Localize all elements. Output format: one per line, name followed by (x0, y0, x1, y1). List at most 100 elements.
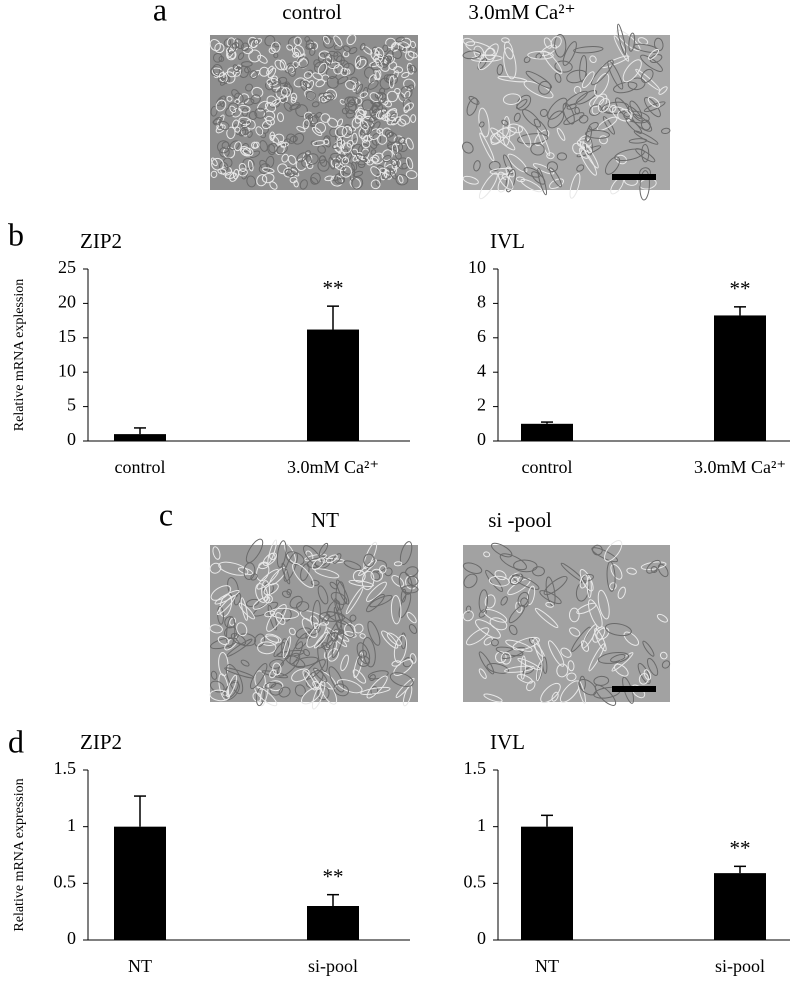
cell-texture (507, 153, 528, 173)
cell-texture (405, 137, 414, 150)
cell-texture (262, 552, 277, 566)
cell-texture (293, 36, 302, 46)
y-tick-label: 25 (58, 257, 76, 277)
cell-texture (503, 154, 514, 175)
cell-texture (301, 617, 318, 638)
cell-texture (359, 91, 368, 98)
cell-texture (626, 567, 637, 575)
cell-texture (367, 80, 379, 90)
cell-texture (378, 93, 387, 104)
cell-texture (276, 540, 287, 568)
cell-texture (243, 562, 256, 580)
cell-texture (352, 81, 361, 93)
cell-texture (287, 154, 297, 165)
cell-texture (319, 155, 328, 167)
cell-texture (388, 131, 395, 137)
cell-texture (224, 171, 236, 179)
cell-texture (495, 651, 507, 664)
y-tick-label: 0 (477, 429, 486, 449)
cell-texture (362, 115, 374, 128)
cell-texture (323, 138, 330, 146)
cell-texture (653, 37, 664, 52)
cell-texture (400, 588, 407, 603)
cell-texture (255, 583, 268, 603)
cell-texture (579, 574, 588, 589)
cell-texture (576, 145, 602, 158)
cell-texture (216, 123, 224, 131)
cell-texture (381, 630, 399, 649)
cell-texture (249, 663, 268, 690)
cell-texture (635, 68, 661, 91)
cell-texture (479, 132, 495, 162)
cell-texture (266, 65, 274, 76)
cell-texture (556, 152, 568, 161)
cell-texture (313, 631, 328, 649)
cell-texture (327, 648, 340, 662)
bar (307, 906, 359, 940)
cell-texture (215, 124, 226, 134)
cell-texture (543, 575, 568, 596)
cell-texture (285, 551, 305, 566)
cell-texture (646, 657, 659, 676)
panel-label: d (8, 723, 24, 759)
cell-texture (563, 112, 585, 125)
cell-texture (386, 131, 398, 143)
cell-texture (560, 562, 585, 583)
cell-texture (499, 553, 527, 571)
cell-texture (606, 561, 616, 592)
cell-texture (231, 107, 242, 118)
cell-texture (237, 52, 245, 61)
x-tick-label: control (522, 457, 573, 477)
cell-texture (276, 144, 288, 155)
cell-texture (360, 686, 391, 696)
cell-texture (569, 172, 581, 199)
cell-texture (332, 553, 342, 564)
cell-texture (548, 640, 565, 667)
cell-texture (505, 168, 516, 193)
cell-texture (281, 590, 291, 598)
cell-texture (370, 179, 381, 190)
cell-texture (475, 619, 501, 639)
cell-texture (346, 96, 360, 106)
cell-texture (579, 146, 590, 159)
scale-bar (612, 174, 656, 180)
cell-texture (341, 125, 353, 139)
bar (521, 826, 573, 940)
cell-texture (340, 654, 349, 672)
cell-texture (395, 174, 409, 186)
y-tick-label: 20 (58, 292, 76, 312)
cell-texture (273, 642, 286, 658)
y-tick-label: 1 (477, 815, 486, 835)
cell-texture (556, 663, 569, 678)
cell-texture (217, 77, 226, 84)
cell-texture (531, 171, 546, 185)
cell-texture (210, 105, 218, 117)
cell-texture (226, 638, 253, 657)
cell-texture (218, 561, 249, 576)
cell-texture (609, 104, 617, 113)
cell-texture (516, 98, 528, 110)
cell-texture (396, 157, 410, 170)
cell-texture (354, 55, 362, 68)
cell-texture (276, 652, 301, 677)
cell-texture (317, 145, 326, 154)
cell-texture (356, 642, 371, 665)
cell-texture (271, 81, 282, 93)
cell-texture (658, 86, 668, 95)
cell-texture (230, 632, 247, 646)
cell-texture (306, 557, 328, 568)
cell-texture (532, 566, 545, 577)
cell-texture (309, 47, 316, 56)
cell-texture (312, 140, 326, 147)
cell-texture (240, 659, 250, 667)
cell-texture (566, 672, 577, 682)
cell-texture (572, 142, 583, 155)
cell-texture (266, 603, 287, 632)
cell-texture (384, 567, 393, 577)
cell-texture (229, 105, 237, 113)
cell-texture (311, 557, 325, 570)
cell-texture (291, 668, 310, 683)
cell-texture (579, 54, 588, 83)
cell-texture (267, 680, 284, 692)
cell-texture (484, 594, 496, 609)
